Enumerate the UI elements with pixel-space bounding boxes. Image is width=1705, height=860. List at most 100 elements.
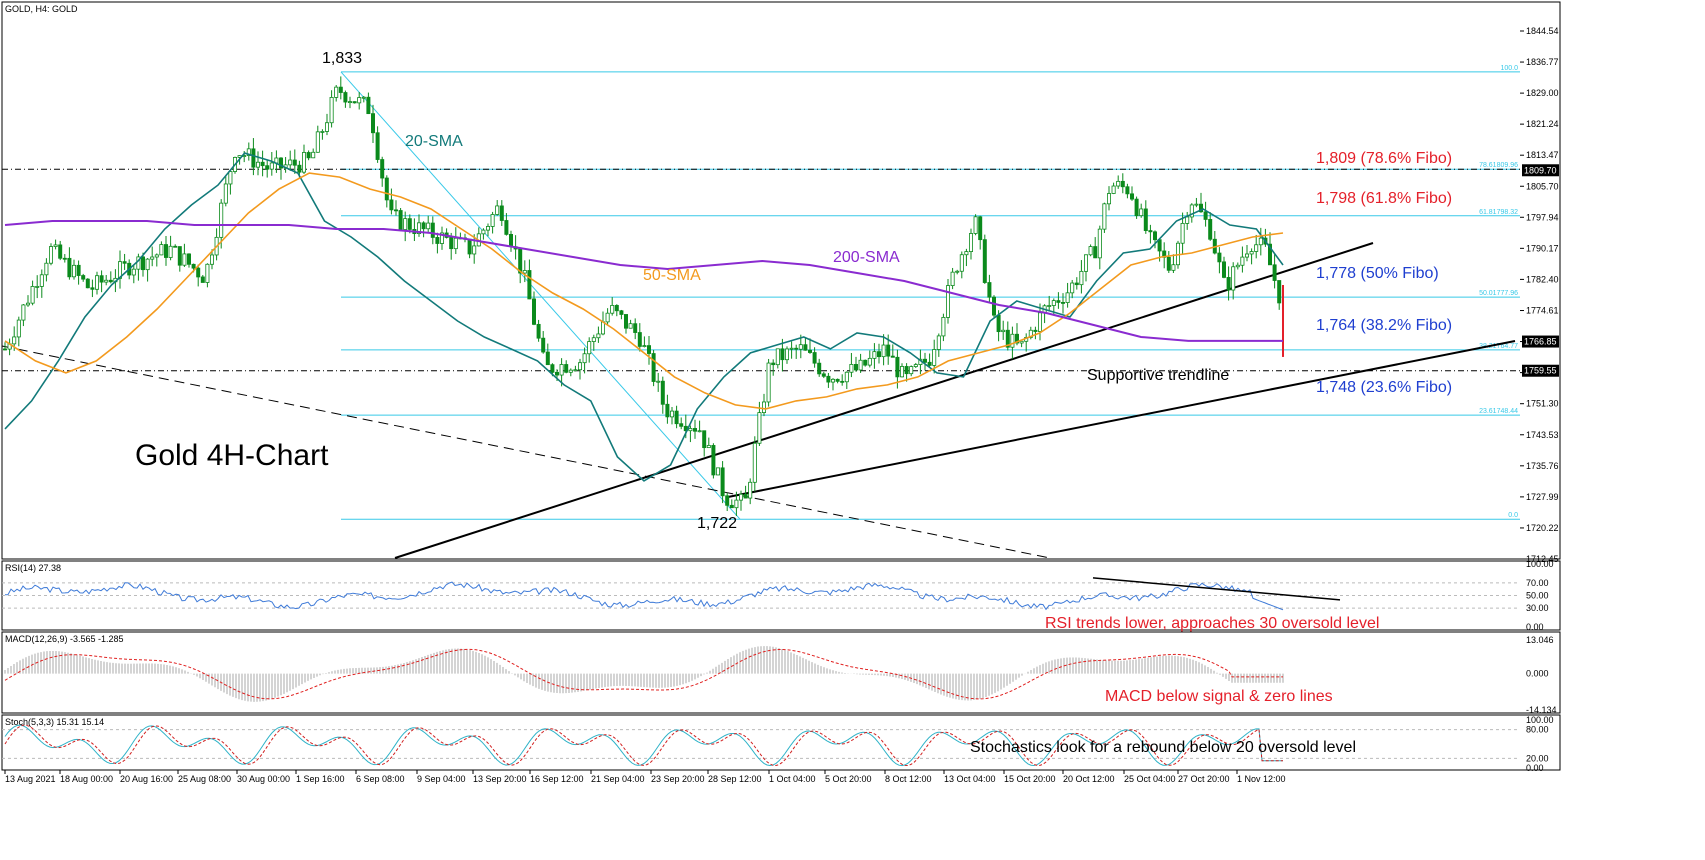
candle	[651, 349, 656, 387]
candle-body	[380, 159, 385, 179]
candle	[403, 211, 408, 242]
candle-body	[122, 261, 127, 264]
candle	[35, 275, 40, 299]
candle	[909, 365, 914, 377]
candle-body	[315, 131, 320, 153]
candle-body	[904, 366, 909, 375]
candle-body	[1111, 185, 1116, 194]
candle	[1203, 201, 1208, 227]
candle	[913, 362, 918, 369]
candle-body	[49, 246, 54, 264]
candle-body	[900, 366, 905, 378]
candle-body	[1153, 231, 1158, 241]
candle	[541, 331, 546, 354]
candle	[923, 352, 928, 371]
candle-body	[67, 257, 72, 278]
candle	[53, 239, 58, 250]
candle-body	[1139, 208, 1144, 217]
sma50-line	[4, 172, 1284, 410]
candle	[992, 295, 997, 318]
candle-body	[389, 199, 394, 211]
candle-body	[495, 205, 500, 215]
candle-body	[81, 275, 86, 280]
candle-body	[798, 344, 803, 350]
candle-body	[568, 369, 573, 373]
candle	[39, 269, 44, 298]
candle	[762, 393, 767, 417]
candle-body	[255, 161, 260, 168]
candle-body	[1061, 302, 1066, 304]
candle-body	[545, 351, 550, 366]
candle	[421, 221, 426, 238]
candle-body	[288, 159, 293, 166]
candle	[1272, 253, 1277, 289]
candle	[771, 359, 776, 376]
stoch-main-line	[4, 724, 1283, 767]
candlesticks	[3, 76, 1284, 517]
candle	[416, 214, 421, 237]
candle-body	[895, 356, 900, 378]
fib-annotation-618: 1,798 (61.8% Fibo)	[1316, 190, 1452, 207]
candle	[775, 348, 780, 369]
fib-level-label: 38.21764.77	[1479, 343, 1518, 350]
candle	[587, 337, 592, 363]
candle-body	[1235, 264, 1240, 268]
candle-body	[278, 157, 283, 169]
candle	[246, 142, 251, 161]
candle-body	[186, 253, 191, 265]
fib-annotation-382: 1,764 (38.2% Fibo)	[1316, 317, 1452, 334]
candle-body	[343, 92, 348, 103]
candle-body	[311, 151, 316, 159]
candle	[292, 149, 297, 174]
price-tick-label: 1844.54	[1526, 26, 1559, 36]
candle-body	[877, 351, 882, 358]
candle-body	[453, 237, 458, 250]
candle-body	[1157, 239, 1162, 252]
candle	[1245, 244, 1250, 262]
candle	[702, 430, 707, 457]
stoch-panel-frame	[1, 714, 1561, 771]
candle	[1235, 262, 1240, 270]
candle	[665, 394, 670, 424]
candle	[118, 250, 123, 289]
candle	[716, 467, 721, 476]
candle	[67, 247, 72, 280]
candle-body	[1231, 266, 1236, 291]
candle	[1074, 277, 1079, 290]
time-tick-label: 13 Aug 2021	[5, 774, 56, 784]
candle-body	[398, 210, 403, 230]
candle	[21, 304, 26, 327]
candle	[85, 278, 90, 289]
candle-body	[1268, 243, 1273, 266]
candle-body	[946, 285, 951, 318]
candle-body	[775, 348, 780, 366]
candle-body	[959, 254, 964, 272]
long-downtrend-line	[1, 345, 1051, 559]
candle-body	[1005, 329, 1010, 348]
candle-body	[619, 310, 624, 315]
candle-body	[306, 152, 311, 159]
candle	[706, 437, 711, 449]
time-tick-label: 20 Aug 16:00	[120, 774, 173, 784]
fib-annotation-50: 1,778 (50% Fibo)	[1316, 265, 1439, 282]
candle-body	[320, 131, 325, 133]
stoch-tick-label: 100.00	[1526, 715, 1554, 725]
candle	[564, 360, 569, 374]
rsi-tick-label: 100.00	[1526, 559, 1554, 569]
candle	[794, 344, 799, 359]
candle-body	[711, 445, 716, 476]
candle	[890, 344, 895, 358]
candle-body	[53, 244, 58, 247]
candle	[196, 264, 201, 287]
candle	[269, 151, 274, 176]
candle	[674, 405, 679, 429]
candle-body	[150, 256, 155, 260]
candle	[946, 278, 951, 324]
candle	[407, 214, 412, 234]
candle-body	[941, 316, 946, 337]
candle-body	[982, 239, 987, 283]
candle-body	[969, 233, 974, 252]
candle	[200, 274, 205, 283]
candle-body	[334, 86, 339, 98]
